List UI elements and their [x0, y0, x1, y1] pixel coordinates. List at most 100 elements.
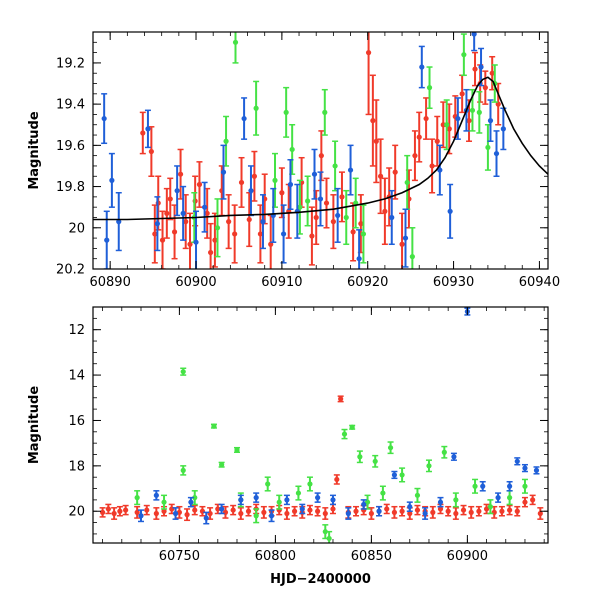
data-point-red: [283, 507, 290, 520]
data-point-marker: [315, 495, 321, 501]
y-axis-label: Magnitude: [27, 386, 42, 465]
data-point-marker: [391, 472, 398, 478]
data-point-marker: [161, 508, 167, 514]
data-point-red: [314, 505, 321, 517]
data-point-marker: [212, 237, 218, 243]
data-point-red: [377, 138, 384, 215]
data-point-marker: [161, 499, 167, 505]
y-tick-label: 20: [68, 221, 85, 236]
data-point-marker: [416, 134, 422, 140]
plot-area: [93, 32, 548, 269]
data-point-marker: [399, 472, 405, 478]
data-point-marker: [444, 122, 450, 128]
data-point-marker: [429, 163, 435, 169]
data-point-marker: [407, 504, 413, 510]
data-point-red: [338, 171, 345, 223]
data-point-marker: [238, 179, 245, 186]
data-point-red: [148, 126, 155, 178]
data-point-blue: [334, 187, 341, 243]
data-point-red: [373, 99, 380, 184]
data-point-green: [272, 152, 278, 208]
data-point-green: [341, 428, 348, 440]
data-point-green: [210, 423, 217, 429]
data-point-marker: [223, 138, 229, 144]
data-point-marker: [323, 200, 330, 206]
x-tick-label: 60890: [89, 275, 130, 290]
data-point-marker: [537, 510, 543, 517]
data-point-marker: [287, 181, 294, 188]
data-point-blue: [347, 144, 354, 196]
data-point-red: [99, 507, 106, 518]
data-point-blue: [237, 494, 244, 506]
data-point-green: [506, 490, 513, 506]
data-point-marker: [253, 105, 259, 111]
data-point-red: [514, 505, 521, 517]
data-point-green: [304, 175, 311, 227]
data-point-green: [409, 227, 416, 269]
data-point-red: [230, 504, 237, 516]
data-point-green: [387, 441, 394, 455]
data-point-marker: [180, 369, 186, 375]
data-point-green: [283, 86, 290, 138]
data-point-blue: [436, 144, 443, 196]
data-point-red: [122, 504, 129, 516]
data-point-marker: [455, 115, 461, 122]
x-tick-label: 60910: [261, 275, 302, 290]
data-point-red: [475, 505, 482, 517]
data-point-marker: [507, 495, 513, 501]
y-tick-label: 19.4: [56, 98, 85, 113]
data-point-green: [452, 492, 459, 508]
data-point-marker: [265, 481, 271, 487]
data-point-marker: [180, 210, 186, 216]
data-point-marker: [434, 138, 440, 144]
data-point-red: [151, 204, 158, 264]
data-point-blue: [220, 144, 227, 200]
data-point-marker: [476, 508, 482, 514]
data-point-marker: [117, 508, 123, 514]
data-point-blue: [422, 507, 429, 520]
data-point-marker: [248, 188, 254, 194]
data-point-marker: [430, 509, 436, 515]
data-point-red: [116, 505, 123, 517]
x-tick-label: 60930: [433, 275, 474, 290]
data-point-green: [425, 459, 432, 473]
data-point-red: [482, 70, 489, 105]
data-point-blue: [287, 159, 294, 210]
data-point-marker: [380, 490, 386, 496]
data-point-marker: [468, 509, 474, 515]
data-point-marker: [332, 163, 338, 169]
data-point-blue: [108, 152, 115, 208]
data-point-marker: [530, 497, 536, 503]
data-point-marker: [338, 396, 344, 402]
data-point-red: [153, 507, 160, 520]
data-point-marker: [478, 64, 484, 70]
data-point-blue: [203, 511, 210, 525]
data-point-red: [365, 32, 372, 116]
data-point-red: [411, 130, 418, 182]
data-point-green: [332, 140, 339, 192]
data-point-blue: [103, 210, 110, 269]
data-point-marker: [423, 115, 429, 122]
data-point-marker: [280, 231, 287, 237]
data-point-marker: [295, 490, 302, 496]
data-point-marker: [184, 512, 190, 518]
x-tick-label: 60800: [255, 549, 296, 564]
data-point-red: [245, 505, 252, 517]
data-point-marker: [404, 179, 410, 186]
data-point-marker: [192, 495, 198, 501]
data-point-green: [484, 123, 491, 171]
data-point-green: [214, 198, 221, 258]
data-point-red: [199, 505, 206, 517]
y-tick-label: 19.8: [56, 180, 85, 195]
data-point-red: [333, 474, 340, 485]
data-point-marker: [284, 510, 290, 517]
data-point-marker: [315, 508, 321, 514]
data-point-red: [506, 504, 513, 516]
data-point-green: [426, 66, 433, 110]
data-point-marker: [422, 510, 428, 517]
data-point-marker: [391, 509, 398, 515]
data-point-marker: [387, 445, 394, 451]
data-point-red: [306, 504, 313, 516]
y-tick-label: 20: [68, 505, 85, 520]
data-point-marker: [208, 249, 214, 256]
